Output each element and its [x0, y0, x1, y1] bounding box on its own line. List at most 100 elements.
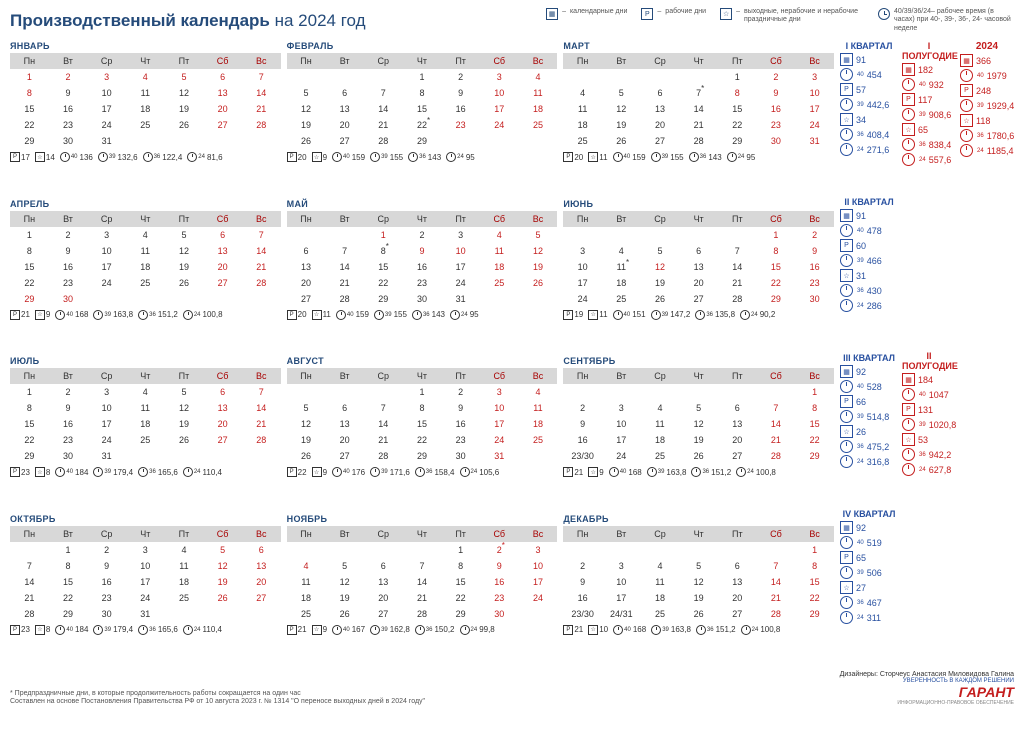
- day-cell: 7: [364, 400, 403, 416]
- dow-header: Чт: [126, 211, 165, 227]
- month-stats: Р22☆94017639171,636158,424105,6: [287, 467, 558, 477]
- day-cell: 25: [602, 291, 641, 307]
- day-cell: [403, 542, 442, 558]
- dow-header: Чт: [679, 53, 718, 69]
- month-январь: ЯНВАРЬПнВтСрЧтПтСбВс12345678910111213141…: [10, 41, 281, 193]
- dow-header: Пн: [287, 53, 326, 69]
- day-cell: 31: [87, 448, 126, 464]
- dow-header: Пт: [718, 53, 757, 69]
- day-cell: 4: [126, 69, 165, 85]
- workday-icon: Р: [563, 467, 573, 477]
- calendar-grid: ПнВтСрЧтПтСбВс12345678910111213141516171…: [287, 368, 558, 464]
- dow-header: Пт: [441, 368, 480, 384]
- day-cell: 15: [795, 574, 834, 590]
- day-cell: 18: [519, 416, 558, 432]
- day-cell: 27: [325, 133, 364, 149]
- clock-icon: [93, 467, 103, 477]
- day-cell: 6: [718, 558, 757, 574]
- calendar-grid: ПнВтСрЧтПтСбВс12345678910111213141516171…: [563, 211, 834, 307]
- day-cell: 1: [10, 227, 49, 243]
- day-cell: [679, 227, 718, 243]
- day-cell: [563, 384, 602, 400]
- day-cell: 1: [441, 542, 480, 558]
- h39-value: 1020,8: [929, 420, 957, 430]
- day-cell: 17: [602, 432, 641, 448]
- day-cell: 2: [757, 69, 796, 85]
- day-cell: 4: [480, 227, 519, 243]
- h24-value: 316,8: [867, 457, 890, 467]
- day-cell: 20: [718, 590, 757, 606]
- day-cell: 9: [757, 85, 796, 101]
- calendar-grid: ПнВтСрЧтПтСбВс12345678910111213141516171…: [10, 526, 281, 622]
- day-cell: 1: [757, 227, 796, 243]
- day-cell: 15: [10, 101, 49, 117]
- day-cell: 8: [718, 85, 757, 101]
- day-cell: 2: [795, 227, 834, 243]
- day-cell: 7: [325, 243, 364, 259]
- clock-icon: [336, 310, 346, 320]
- dow-header: Вс: [242, 53, 281, 69]
- workday-icon: Р: [287, 310, 297, 320]
- day-cell: 19: [165, 416, 204, 432]
- day-cell: 1: [795, 384, 834, 400]
- day-cell: 25: [287, 606, 326, 622]
- day-cell: 6: [679, 243, 718, 259]
- dow-header: Чт: [679, 211, 718, 227]
- holiday-icon: ☆: [312, 152, 322, 162]
- day-cell: 9: [403, 243, 442, 259]
- day-cell: 26: [287, 133, 326, 149]
- day-cell: 13: [287, 259, 326, 275]
- day-cell: [519, 606, 558, 622]
- dow-header: Чт: [126, 526, 165, 542]
- day-cell: [480, 291, 519, 307]
- day-cell: [679, 384, 718, 400]
- clock-icon: [408, 152, 418, 162]
- block-title: II КВАРТАЛ: [840, 197, 898, 207]
- h39-value: 908,6: [929, 110, 952, 120]
- day-cell: 21: [403, 590, 442, 606]
- h36-value: 942,2: [929, 450, 952, 460]
- month-stats: Р21☆104016839163,836151,224100,8: [563, 625, 834, 635]
- hol-days-value: 65: [918, 125, 928, 135]
- workday-icon: Р: [563, 625, 573, 635]
- day-cell: 15: [10, 416, 49, 432]
- day-cell: 27: [325, 448, 364, 464]
- day-cell: 25: [480, 275, 519, 291]
- work-days-value: 65: [856, 553, 866, 563]
- day-cell: [325, 69, 364, 85]
- day-cell: 22: [10, 432, 49, 448]
- day-cell: 26: [287, 448, 326, 464]
- block-title: III КВАРТАЛ: [840, 353, 898, 363]
- clock-icon: [183, 625, 193, 635]
- cal-days-value: 182: [918, 65, 933, 75]
- workday-icon: Р: [840, 551, 853, 564]
- clock-icon: [651, 625, 661, 635]
- month-stats: Р20☆94015939155361432495: [287, 152, 558, 162]
- h36-value: 475,2: [867, 442, 890, 452]
- month-stats: Р23☆84018439179,436165,624110,4: [10, 625, 281, 635]
- day-cell: 17: [563, 275, 602, 291]
- clock-icon: [415, 467, 425, 477]
- day-cell: 21: [325, 275, 364, 291]
- day-cell: [203, 291, 242, 307]
- day-cell: 30: [49, 291, 88, 307]
- clock-icon: [840, 596, 853, 609]
- legend: ▦ – календарные дни Р – рабочие дни ☆ – …: [546, 8, 1014, 33]
- day-cell: [602, 384, 641, 400]
- day-cell: 7: [242, 69, 281, 85]
- day-cell: [757, 384, 796, 400]
- work-days-value: 57: [856, 85, 866, 95]
- hol-days-value: 26: [856, 427, 866, 437]
- h39-value: 514,8: [867, 412, 890, 422]
- month-stats: Р23☆84018439179,436165,624110,4: [10, 467, 281, 477]
- day-cell: 16: [441, 416, 480, 432]
- calendar-icon: ▦: [546, 8, 558, 20]
- day-cell: 3: [602, 558, 641, 574]
- day-cell: 15: [757, 259, 796, 275]
- holiday-icon: ☆: [35, 467, 45, 477]
- day-cell: 3: [563, 243, 602, 259]
- day-cell: 23: [87, 590, 126, 606]
- day-cell: 3: [480, 384, 519, 400]
- clock-icon: [332, 152, 342, 162]
- h36-value: 430: [867, 286, 882, 296]
